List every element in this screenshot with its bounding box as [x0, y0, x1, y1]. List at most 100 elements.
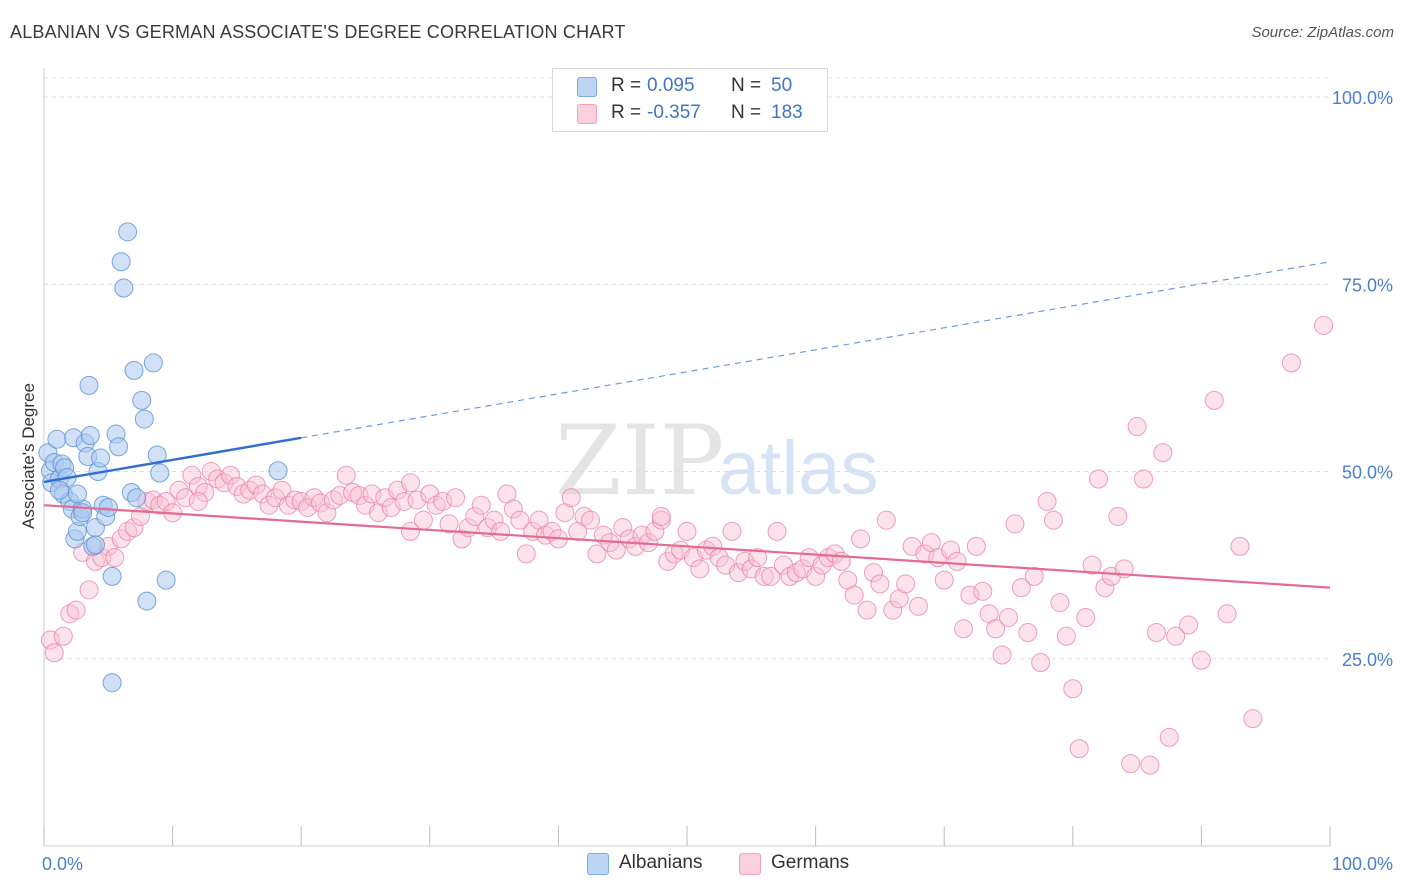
- german-point: [304, 488, 324, 508]
- german-point: [561, 488, 581, 508]
- albanian-point: [150, 463, 170, 483]
- trend-lines: [43, 261, 1331, 589]
- german-point: [851, 529, 871, 549]
- german-point: [1056, 626, 1076, 646]
- german-point: [1005, 514, 1025, 534]
- german-point: [857, 600, 877, 620]
- german-point: [1069, 739, 1089, 759]
- german-point: [516, 544, 536, 564]
- german-point: [1134, 469, 1154, 489]
- german-point: [491, 521, 511, 541]
- watermark-zip: ZIP: [555, 405, 724, 517]
- legend-swatch-germans: [577, 104, 597, 124]
- legend-n-key: N =: [731, 75, 762, 96]
- german-point: [227, 476, 247, 496]
- german-point: [1044, 510, 1064, 530]
- german-point: [574, 506, 594, 526]
- albanian-point: [80, 426, 100, 446]
- german-point: [966, 536, 986, 556]
- albanian-point: [49, 480, 69, 500]
- albanian-trend-line: [43, 436, 302, 484]
- series-label-albanians: Albanians: [619, 852, 703, 873]
- german-point: [1037, 491, 1057, 511]
- german-point: [175, 488, 195, 508]
- german-point: [182, 465, 202, 485]
- german-point: [118, 521, 138, 541]
- legend-r-value: -0.357: [647, 102, 701, 123]
- german-point: [876, 510, 896, 530]
- german-point: [1230, 536, 1250, 556]
- german-point: [1191, 650, 1211, 670]
- albanian-point: [109, 437, 129, 457]
- german-point: [439, 514, 459, 534]
- german-point: [915, 544, 935, 564]
- german-point: [214, 473, 234, 493]
- german-point: [722, 521, 742, 541]
- legend-swatch-albanians: [577, 77, 597, 97]
- german-point: [825, 544, 845, 564]
- german-point: [310, 493, 330, 513]
- german-point: [748, 548, 768, 568]
- german-point: [1121, 754, 1141, 774]
- legend-r-value: 0.095: [647, 75, 695, 96]
- german-point: [208, 469, 228, 489]
- german-point: [870, 574, 890, 594]
- german-point: [1031, 652, 1051, 672]
- german-point: [1127, 417, 1147, 437]
- german-point: [896, 574, 916, 594]
- german-point: [973, 581, 993, 601]
- german-point: [503, 499, 523, 519]
- german-point: [1095, 578, 1115, 598]
- german-point: [806, 566, 826, 586]
- german-point: [407, 490, 427, 510]
- german-point: [253, 484, 273, 504]
- german-point: [452, 529, 472, 549]
- y-axis-label: Associate's Degree: [19, 383, 38, 529]
- german-point: [105, 548, 125, 568]
- albanian-point: [132, 390, 152, 410]
- german-point: [960, 585, 980, 605]
- legend-n-value: 50: [771, 75, 793, 96]
- german-point: [651, 506, 671, 526]
- correlation-legend: R = 0.095 N = 50 R = -0.357 N = 183: [552, 68, 828, 132]
- legend-r-key: R =: [611, 75, 642, 96]
- german-point: [362, 484, 382, 504]
- y-tick-label: 50.0%: [1342, 463, 1393, 483]
- german-point: [1011, 578, 1031, 598]
- german-points: [40, 315, 1334, 775]
- albanian-points: [38, 222, 288, 693]
- series-label-germans: Germans: [771, 852, 850, 873]
- german-point: [44, 643, 64, 663]
- series-swatch-germans: [739, 853, 761, 875]
- albanian-point: [67, 484, 87, 504]
- albanian-point: [91, 448, 111, 468]
- german-point: [426, 495, 446, 515]
- german-point: [947, 551, 967, 571]
- albanian-point: [156, 570, 176, 590]
- german-point: [934, 570, 954, 590]
- x-tick-label: 100.0%: [1332, 854, 1393, 874]
- german-point: [381, 497, 401, 517]
- german-point: [1314, 315, 1334, 335]
- german-point: [330, 485, 350, 505]
- german-point: [201, 462, 221, 481]
- german-trend-line: [43, 504, 1331, 589]
- german-point: [587, 544, 607, 564]
- german-point: [1153, 443, 1173, 463]
- german-point: [658, 551, 678, 571]
- german-point: [188, 491, 208, 511]
- legend-n-value: 183: [771, 102, 803, 123]
- german-point: [79, 580, 99, 600]
- tick-labels: 25.0% 50.0% 75.0% 100.0% 0.0% 100.0%: [42, 88, 1393, 874]
- german-point: [1243, 709, 1263, 729]
- german-point: [433, 491, 453, 511]
- chart-title: ALBANIAN VS GERMAN ASSOCIATE'S DEGREE CO…: [10, 22, 626, 42]
- german-point: [259, 495, 279, 515]
- german-point: [465, 506, 485, 526]
- german-point: [767, 521, 787, 541]
- y-tick-label: 75.0%: [1342, 275, 1393, 295]
- german-point: [169, 480, 189, 500]
- german-point: [735, 551, 755, 571]
- german-point: [883, 600, 903, 620]
